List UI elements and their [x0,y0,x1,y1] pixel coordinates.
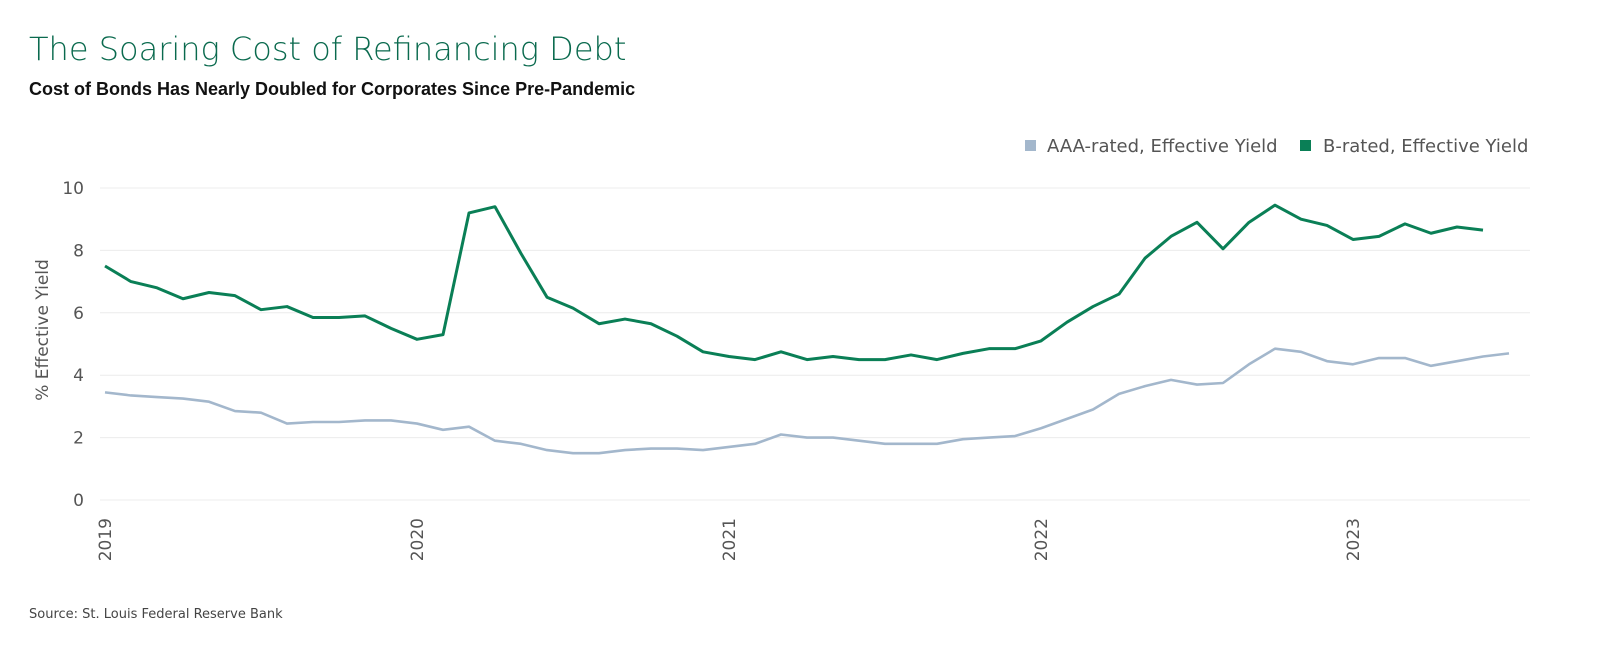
legend-label: AAA-rated, Effective Yield [1047,136,1278,157]
chart-title: The Soaring Cost of Refinancing Debt [29,30,626,68]
y-axis-label: % Effective Yield [33,259,53,401]
x-tick-label: 2021 [720,518,740,561]
y-tick-label: 8 [73,241,84,261]
x-tick-label: 2023 [1344,518,1364,561]
x-tick-label: 2019 [96,518,116,561]
y-tick-label: 6 [73,304,84,324]
series-line [104,203,1484,362]
y-tick-label: 10 [62,179,84,199]
x-tick-label: 2020 [408,518,428,561]
legend-swatch [1025,140,1036,151]
legend-label: B-rated, Effective Yield [1323,136,1528,157]
y-tick-label: 0 [73,491,84,511]
source-note: Source: St. Louis Federal Reserve Bank [29,607,283,622]
series-line [104,347,1510,455]
x-tick-label: 2022 [1032,518,1052,561]
legend-swatch [1300,140,1311,151]
y-tick-label: 2 [73,429,84,449]
chart-subtitle: Cost of Bonds Has Nearly Doubled for Cor… [29,79,635,99]
y-tick-label: 4 [73,366,84,386]
